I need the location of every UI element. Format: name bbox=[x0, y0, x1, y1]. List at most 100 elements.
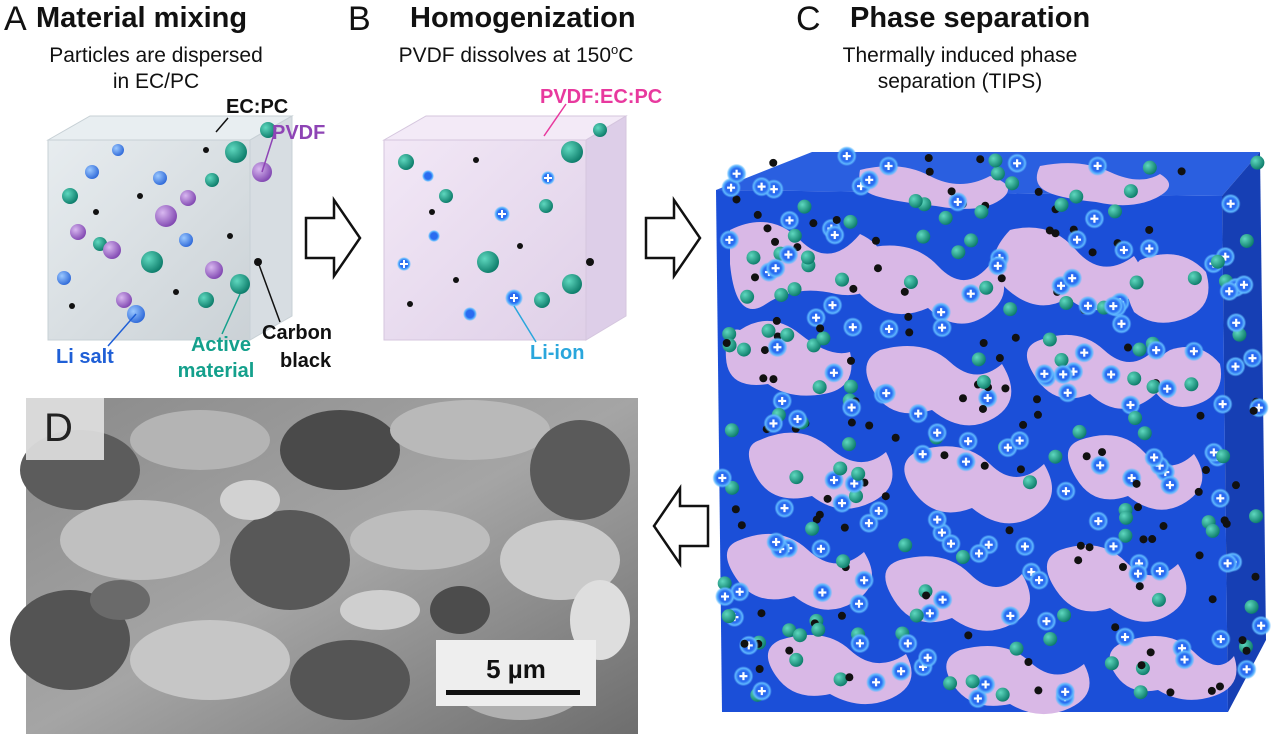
li-ion-particle bbox=[878, 156, 899, 177]
li-ion-particle bbox=[1149, 561, 1170, 582]
carbon-particle bbox=[586, 258, 594, 266]
carbon-particle bbox=[1019, 420, 1028, 429]
cube-b-top-face bbox=[382, 115, 628, 141]
li-ion-particle bbox=[1084, 208, 1105, 229]
active-particle bbox=[1123, 184, 1138, 199]
li-ion-particle bbox=[891, 661, 912, 682]
carbon-particle bbox=[740, 639, 749, 648]
carbon-particle bbox=[1123, 343, 1132, 352]
active-particle bbox=[811, 622, 826, 637]
li-ion-particle bbox=[859, 169, 880, 190]
active-particle bbox=[205, 173, 219, 187]
panel-c-letter: C bbox=[796, 0, 821, 38]
pvdf-particle bbox=[155, 205, 177, 227]
active-particle bbox=[62, 188, 78, 204]
li-ion-particle bbox=[778, 244, 799, 265]
arrow-b-to-c bbox=[644, 195, 702, 281]
carbon-particle bbox=[1034, 686, 1043, 695]
carbon-particle bbox=[751, 273, 760, 282]
active-particle bbox=[789, 470, 804, 485]
carbon-particle bbox=[997, 274, 1006, 283]
label-pvdf-ecpc: PVDF:EC:PC bbox=[540, 86, 663, 108]
carbon-particle bbox=[1024, 657, 1033, 666]
active-particle bbox=[833, 461, 848, 476]
pvdf-ecpc-leader-line bbox=[543, 103, 567, 137]
active-particle bbox=[938, 210, 953, 225]
li-ion-particle bbox=[806, 307, 827, 328]
active-particle bbox=[1184, 377, 1199, 392]
active-particle bbox=[761, 323, 776, 338]
carbon-particle bbox=[1135, 582, 1144, 591]
arrow-a-to-b bbox=[304, 195, 362, 281]
li-ion-particle bbox=[849, 633, 870, 654]
li-ion-particle bbox=[1036, 611, 1057, 632]
li-ion-particle bbox=[1088, 511, 1109, 532]
carbon-particle bbox=[881, 492, 890, 501]
li-ion-particle bbox=[767, 337, 788, 358]
li-ion-particle bbox=[1220, 193, 1241, 214]
li-ion-particle bbox=[842, 317, 863, 338]
active-particle bbox=[979, 280, 994, 295]
carbon-particle bbox=[1215, 682, 1224, 691]
li-salt-particle bbox=[85, 165, 99, 179]
active-particle bbox=[1210, 254, 1225, 269]
li-ion-particle bbox=[841, 397, 862, 418]
carbon-particle bbox=[940, 451, 949, 460]
active-particle bbox=[780, 327, 795, 342]
active-particle bbox=[787, 228, 802, 243]
carbon-particle bbox=[1194, 487, 1203, 496]
panel-b-letter: B bbox=[348, 0, 371, 38]
active-particle bbox=[740, 289, 755, 304]
li-ion-leader-line bbox=[513, 305, 537, 343]
li-ion-particle bbox=[822, 295, 843, 316]
active-particle bbox=[843, 214, 858, 229]
li-ion-particle bbox=[975, 674, 996, 695]
carbon-particle bbox=[760, 346, 769, 355]
li-ion-particle bbox=[1236, 659, 1257, 680]
active-particle bbox=[1205, 523, 1220, 538]
carbon-particle bbox=[871, 236, 880, 245]
cube-a bbox=[46, 115, 294, 347]
li-ion-particle bbox=[917, 647, 938, 668]
active-particle bbox=[976, 374, 991, 389]
cube-c-binder-network bbox=[725, 163, 1237, 715]
li-ion-particle bbox=[866, 672, 887, 693]
active-particle bbox=[1069, 189, 1084, 204]
active-particle bbox=[1005, 176, 1020, 191]
li-ion-particle bbox=[719, 229, 740, 250]
active-particle bbox=[974, 204, 989, 219]
carbon-particle bbox=[1166, 688, 1175, 697]
carbon-particle bbox=[771, 237, 780, 246]
carbon-particle bbox=[722, 339, 731, 348]
cube-a-particles bbox=[57, 122, 276, 323]
li-ion-particle bbox=[1159, 475, 1180, 496]
active-particle bbox=[971, 352, 986, 367]
active-particle bbox=[1057, 608, 1072, 623]
carbon-particle bbox=[1076, 541, 1085, 550]
label-pvdf: PVDF bbox=[272, 122, 326, 144]
active-particle bbox=[593, 123, 607, 137]
active-particle bbox=[916, 229, 931, 244]
active-particle bbox=[1003, 302, 1018, 317]
li-ion-particle bbox=[779, 210, 800, 231]
active-particle bbox=[990, 166, 1005, 181]
active-particle bbox=[806, 338, 821, 353]
active-particle bbox=[995, 687, 1010, 702]
li-ion-particle bbox=[774, 498, 795, 519]
active-particle bbox=[965, 674, 980, 689]
carbon-particle bbox=[1159, 522, 1168, 531]
li-ion-particle bbox=[1217, 553, 1238, 574]
carbon-particle bbox=[732, 195, 741, 204]
carbon-particle bbox=[1137, 661, 1146, 670]
carbon-particle bbox=[1133, 503, 1142, 512]
cube-b-front-face bbox=[383, 139, 587, 341]
active-particle bbox=[1146, 379, 1161, 394]
li-ion-particle bbox=[1034, 363, 1055, 384]
carbon-particle bbox=[1111, 623, 1120, 632]
carbon-particle bbox=[1082, 452, 1091, 461]
carbon-particle bbox=[958, 394, 967, 403]
carbon-particle bbox=[816, 324, 825, 333]
panel-b-subtitle-degree: o bbox=[611, 42, 619, 57]
li-ion-particle bbox=[787, 409, 808, 430]
carbon-particle bbox=[865, 421, 874, 430]
